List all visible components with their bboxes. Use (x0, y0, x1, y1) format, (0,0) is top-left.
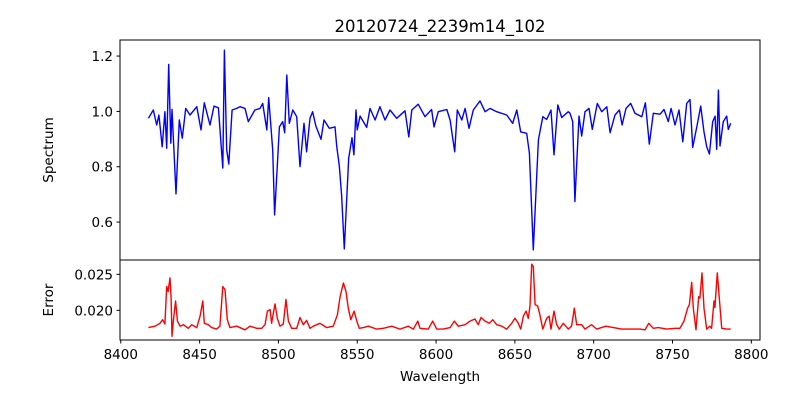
x-tick-label: 8550 (340, 347, 374, 363)
spectrum-y-tick-label: 1.2 (92, 49, 113, 65)
x-tick-label: 8650 (498, 347, 532, 363)
error-y-tick-label: 0.020 (74, 303, 113, 319)
x-tick-label: 8750 (655, 347, 689, 363)
error-axes-frame (119, 259, 761, 341)
spectrum-y-tick-label: 0.6 (92, 215, 113, 231)
error-y-ticks: 0.020 0.025 (74, 267, 120, 319)
x-tick-label: 8450 (182, 347, 216, 363)
spectrum-y-label: Spectrum (41, 117, 57, 182)
chart-title: 20120724_2239m14_102 (334, 17, 545, 37)
x-tick-label: 8600 (419, 347, 453, 363)
spectrum-y-tick-label: 0.8 (92, 160, 113, 176)
spectrum-y-ticks: 0.6 0.8 1.0 1.2 (92, 49, 120, 231)
x-tick-label: 8800 (734, 347, 768, 363)
error-y-label: Error (41, 283, 57, 316)
spectrum-y-tick-label: 1.0 (92, 104, 113, 120)
spectrum-line (147, 49, 732, 251)
error-y-tick-label: 0.025 (74, 267, 113, 283)
x-ticks: 8400 8450 8500 8550 8600 8650 8700 8750 8800 (104, 340, 769, 363)
x-tick-label: 8400 (104, 347, 138, 363)
error-line (148, 263, 731, 337)
x-tick-label: 8700 (577, 347, 611, 363)
x-tick-label: 8500 (261, 347, 295, 363)
x-axis-label: Wavelength (400, 369, 480, 385)
